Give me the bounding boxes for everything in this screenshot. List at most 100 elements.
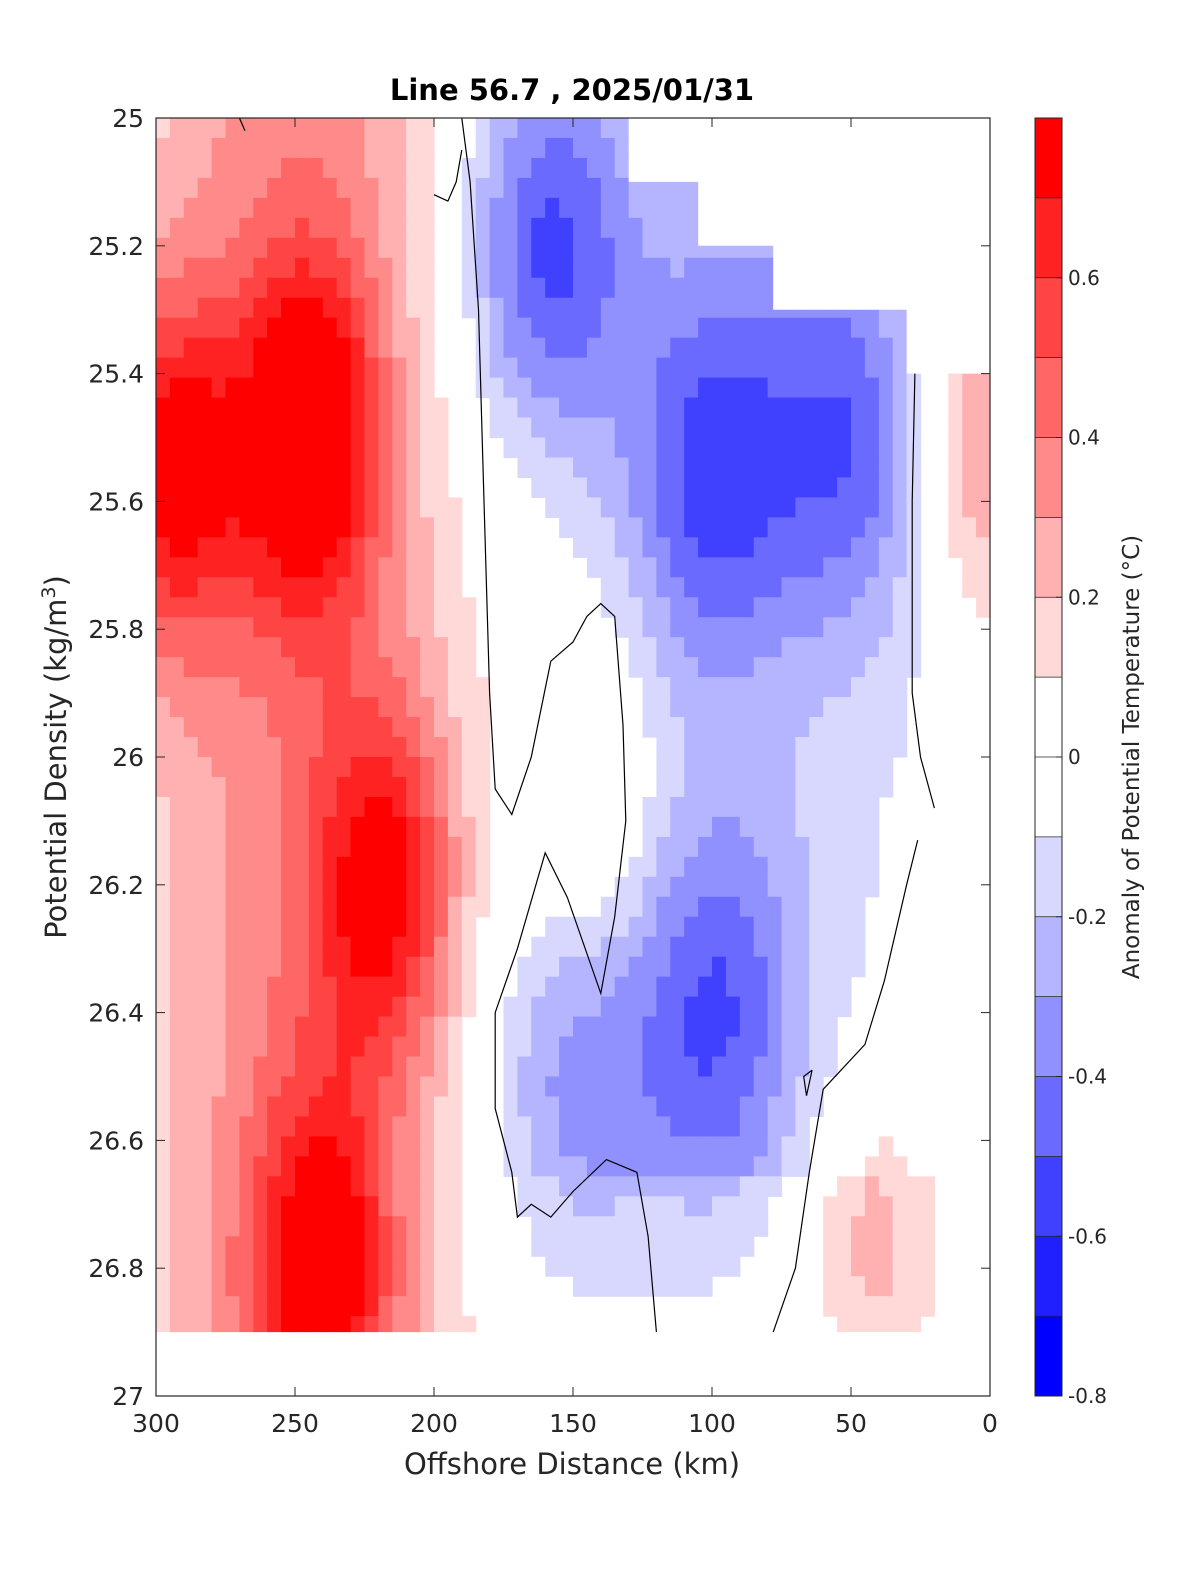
contour-cell bbox=[892, 377, 908, 399]
contour-cell bbox=[517, 457, 532, 479]
contour-cell bbox=[837, 1256, 852, 1277]
contour-cell bbox=[670, 197, 685, 219]
contour-cell bbox=[183, 976, 199, 998]
contour-cell bbox=[851, 537, 866, 558]
contour-cell bbox=[795, 517, 810, 538]
contour-cell bbox=[225, 257, 240, 279]
contour-cell bbox=[517, 257, 532, 279]
contour-cell bbox=[350, 617, 366, 638]
contour-cell bbox=[434, 757, 449, 778]
contour-cell bbox=[253, 617, 268, 638]
x-tick-label: 100 bbox=[688, 1409, 736, 1438]
contour-cell bbox=[267, 557, 282, 578]
contour-cell bbox=[295, 637, 310, 658]
contour-cell bbox=[962, 457, 977, 479]
contour-cell bbox=[322, 1176, 338, 1197]
contour-cell bbox=[642, 617, 657, 638]
contour-cell bbox=[406, 277, 421, 299]
contour-cell bbox=[823, 1296, 838, 1317]
contour-cell bbox=[809, 457, 824, 479]
contour-cell bbox=[308, 457, 324, 479]
contour-cell bbox=[906, 1256, 922, 1277]
contour-cell bbox=[712, 477, 727, 499]
contour-cell bbox=[295, 916, 310, 938]
contour-cell bbox=[364, 517, 379, 538]
contour-cell bbox=[392, 1136, 407, 1157]
contour-cell bbox=[225, 317, 240, 339]
contour-cell bbox=[837, 517, 852, 538]
contour-cell bbox=[573, 1276, 588, 1297]
contour-cell bbox=[350, 137, 366, 159]
contour-cell bbox=[308, 816, 324, 838]
x-tick-label: 50 bbox=[835, 1409, 867, 1438]
colorbar-tick-label: -0.6 bbox=[1068, 1224, 1107, 1248]
contour-cell bbox=[211, 916, 227, 938]
contour-cell bbox=[197, 1256, 213, 1277]
contour-cell bbox=[225, 836, 240, 858]
contour-cell bbox=[614, 517, 630, 538]
contour-cell bbox=[642, 257, 657, 279]
contour-cell bbox=[392, 377, 407, 399]
contour-cell bbox=[239, 617, 254, 638]
contour-cell bbox=[545, 118, 560, 139]
contour-cell bbox=[795, 657, 810, 678]
contour-cell bbox=[308, 517, 324, 538]
contour-cell bbox=[308, 1216, 324, 1237]
contour-cell bbox=[225, 217, 240, 239]
contour-cell bbox=[322, 497, 338, 518]
contour-cell bbox=[364, 637, 379, 658]
contour-cell bbox=[211, 557, 227, 578]
contour-cell bbox=[628, 377, 644, 399]
contour-cell bbox=[725, 277, 741, 299]
contour-cell bbox=[447, 796, 463, 818]
contour-cell bbox=[350, 637, 366, 658]
contour-cell bbox=[267, 776, 282, 798]
contour-cell bbox=[795, 1136, 810, 1157]
contour-cell bbox=[239, 816, 254, 838]
contour-cell bbox=[447, 1236, 463, 1257]
contour-cell bbox=[670, 996, 685, 1018]
contour-cell bbox=[239, 257, 254, 279]
contour-cell bbox=[211, 517, 227, 538]
contour-cell bbox=[781, 517, 796, 538]
contour-cell bbox=[447, 657, 463, 678]
contour-cell bbox=[225, 1276, 240, 1297]
contour-cell bbox=[253, 317, 268, 339]
contour-cell bbox=[364, 1216, 379, 1237]
contour-cell bbox=[378, 956, 393, 978]
contour-cell bbox=[753, 377, 769, 399]
contour-cell bbox=[795, 896, 810, 918]
contour-cell bbox=[295, 796, 310, 818]
contour-cell bbox=[684, 836, 699, 858]
contour-cell bbox=[378, 297, 393, 319]
contour-cell bbox=[406, 537, 421, 558]
contour-cell bbox=[656, 337, 671, 359]
contour-cell bbox=[475, 317, 491, 339]
contour-cell bbox=[364, 1256, 379, 1277]
contour-cell bbox=[614, 377, 630, 399]
contour-cell bbox=[336, 876, 352, 898]
contour-cell bbox=[447, 1196, 463, 1217]
contour-cell bbox=[892, 1216, 908, 1237]
contour-cell bbox=[656, 1176, 671, 1197]
contour-cell bbox=[225, 537, 240, 558]
contour-cell bbox=[656, 737, 671, 758]
contour-cell bbox=[447, 1076, 463, 1098]
contour-cell bbox=[253, 677, 268, 698]
contour-cell bbox=[698, 896, 713, 918]
contour-cell bbox=[823, 836, 838, 858]
contour-cell bbox=[614, 297, 630, 319]
contour-cell bbox=[378, 417, 393, 439]
contour-cell bbox=[197, 237, 213, 259]
contour-cell bbox=[517, 317, 532, 339]
contour-cell bbox=[864, 437, 880, 459]
contour-cell bbox=[156, 1176, 171, 1197]
contour-cell bbox=[698, 1036, 713, 1058]
contour-cell bbox=[837, 757, 852, 778]
contour-cell bbox=[406, 197, 421, 219]
contour-cell bbox=[183, 856, 199, 878]
contour-cell bbox=[239, 1176, 254, 1197]
contour-cell bbox=[475, 257, 491, 279]
contour-cell bbox=[684, 1096, 699, 1118]
contour-cell bbox=[169, 237, 185, 259]
